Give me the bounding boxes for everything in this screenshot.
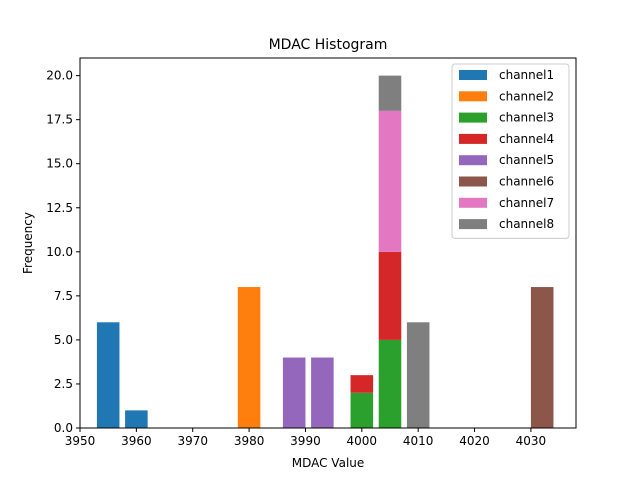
- x-axis-label: MDAC Value: [292, 456, 365, 470]
- bar-channel4-4005: [378, 251, 402, 340]
- legend-swatch-channel3: [459, 112, 487, 123]
- y-tick-label: 7.5: [54, 289, 73, 303]
- legend-swatch-channel6: [459, 176, 487, 187]
- bar-channel8-4005: [378, 75, 402, 111]
- legend-box: [451, 63, 570, 239]
- legend-label-channel3: channel3: [499, 111, 554, 125]
- legend-label-channel7: channel7: [499, 196, 554, 210]
- legend-label-channel5: channel5: [499, 153, 554, 167]
- x-tick-label: 4020: [459, 434, 490, 448]
- y-tick-label: 0.0: [54, 421, 73, 435]
- x-tick-label: 3990: [290, 434, 321, 448]
- legend-swatch-channel1: [459, 70, 487, 80]
- legend-swatch-channel4: [459, 133, 487, 144]
- y-tick-label: 17.5: [46, 113, 73, 127]
- chart-title: MDAC Histogram: [269, 37, 388, 53]
- legend: channel1 channel2 channel3 channel4 channel5…: [451, 63, 570, 239]
- bar-channel7-4005: [378, 110, 402, 252]
- bar-channel3-4000: [350, 392, 374, 428]
- y-axis-ticks: 0.0 2.5 5.0 7.5 10.0 12.5 15.0 17.5 20.0: [46, 69, 80, 435]
- x-tick-label: 4000: [347, 434, 378, 448]
- bar-channel1-3960: [125, 410, 148, 428]
- plot-frame: [79, 57, 577, 429]
- y-tick-label: 10.0: [46, 245, 73, 259]
- x-tick-label: 3950: [65, 434, 96, 448]
- y-tick-label: 2.5: [54, 377, 73, 391]
- bar-channel4-4000: [350, 375, 374, 393]
- x-axis-ticks: 3950 3960 3970 3980 3990 4000 4010 4020 4030: [65, 428, 546, 448]
- legend-label-channel2: channel2: [499, 89, 554, 103]
- legend-label-channel8: channel8: [499, 217, 554, 231]
- legend-swatch-channel2: [459, 91, 487, 102]
- bar-channel5-3993: [311, 357, 334, 428]
- bar-channel3-4005: [378, 339, 402, 428]
- legend-label-channel4: channel4: [499, 132, 554, 146]
- legend-swatch-channel8: [459, 219, 487, 230]
- y-tick-label: 20.0: [46, 69, 73, 83]
- y-axis-label: Frequency: [21, 212, 35, 274]
- x-tick-label: 3970: [177, 434, 208, 448]
- bar-channel8-4010: [406, 322, 430, 428]
- legend-label-channel1: channel1: [499, 68, 554, 82]
- x-tick-label: 4010: [403, 434, 434, 448]
- x-tick-label: 3980: [234, 434, 265, 448]
- y-tick-label: 5.0: [54, 333, 73, 347]
- x-tick-label: 4030: [516, 434, 547, 448]
- bar-channel5-3988: [282, 357, 306, 428]
- bar-channel1-3955: [96, 322, 120, 428]
- y-tick-label: 15.0: [46, 157, 73, 171]
- legend-swatch-channel5: [459, 155, 487, 166]
- x-tick-label: 3960: [121, 434, 152, 448]
- legend-swatch-channel7: [459, 197, 487, 208]
- bar-channel6-4032: [530, 287, 554, 428]
- y-tick-label: 12.5: [46, 201, 73, 215]
- legend-label-channel6: channel6: [499, 175, 554, 189]
- bar-channel2-3980: [237, 287, 261, 428]
- bars-group: [96, 75, 554, 428]
